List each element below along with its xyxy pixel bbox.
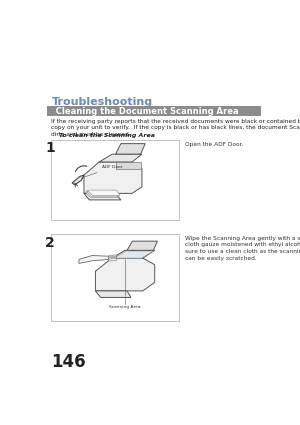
Polygon shape	[85, 192, 118, 197]
Text: Scanning Area: Scanning Area	[109, 305, 141, 309]
Polygon shape	[79, 255, 109, 264]
Polygon shape	[95, 258, 155, 291]
Polygon shape	[112, 250, 155, 258]
FancyBboxPatch shape	[47, 106, 261, 116]
Polygon shape	[109, 255, 116, 258]
FancyBboxPatch shape	[52, 234, 179, 320]
Polygon shape	[116, 144, 145, 154]
Polygon shape	[109, 258, 116, 261]
Polygon shape	[84, 193, 121, 200]
Text: 2: 2	[45, 236, 55, 250]
Text: Cleaning the Document Scanning Area: Cleaning the Document Scanning Area	[50, 107, 238, 116]
Polygon shape	[87, 190, 120, 196]
Text: 1: 1	[45, 141, 55, 155]
Polygon shape	[86, 191, 119, 196]
FancyBboxPatch shape	[52, 139, 179, 221]
Polygon shape	[109, 256, 116, 259]
Text: If the receiving party reports that the received documents were black or contain: If the receiving party reports that the …	[52, 119, 300, 137]
Text: Troubleshooting: Troubleshooting	[52, 97, 153, 107]
Text: To clean the Scanning Area: To clean the Scanning Area	[59, 133, 155, 138]
Polygon shape	[116, 162, 141, 168]
Text: Open the ADF Door.: Open the ADF Door.	[185, 142, 243, 147]
Polygon shape	[72, 175, 84, 185]
Polygon shape	[109, 257, 116, 260]
Polygon shape	[84, 162, 142, 193]
Text: 146: 146	[52, 353, 86, 371]
Polygon shape	[99, 154, 142, 162]
Polygon shape	[95, 291, 131, 298]
Polygon shape	[127, 241, 158, 250]
Polygon shape	[114, 251, 153, 258]
Text: Wipe the Scanning Area gently with a soft
cloth gauze moistened with ethyl alcoh: Wipe the Scanning Area gently with a sof…	[185, 236, 300, 261]
Text: ADF Door: ADF Door	[81, 165, 123, 178]
